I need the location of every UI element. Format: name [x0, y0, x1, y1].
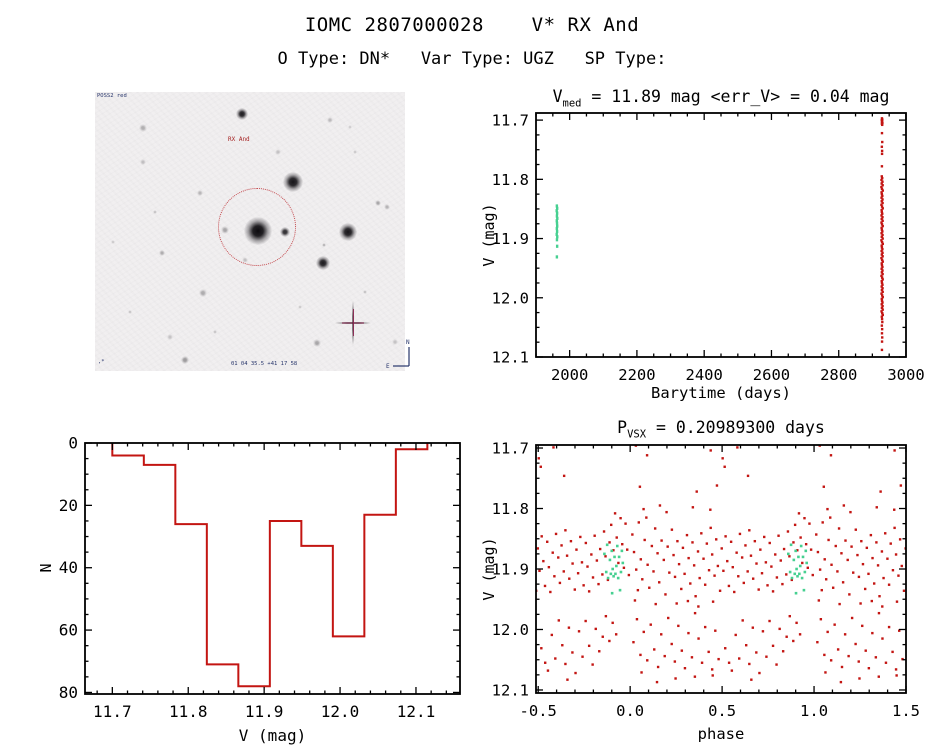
star: [362, 289, 368, 295]
timeseries-xtick-label: 2200: [618, 366, 655, 384]
star: [235, 107, 249, 121]
star: [167, 334, 173, 340]
histogram-ytick-label: 20: [59, 496, 78, 515]
compass-east-label: E: [386, 363, 390, 370]
timeseries-ytick-label: 12.1: [492, 349, 529, 367]
survey-label: POSS2 red: [97, 93, 127, 99]
timeseries-xtick-label: 2600: [753, 366, 790, 384]
timeseries-ytick-label: 12.0: [492, 289, 529, 307]
star: [282, 171, 304, 193]
coords-label: 01 04 35.5 +41 17 58: [231, 361, 298, 367]
star: [374, 199, 382, 207]
target-cross-marker-vertical: [352, 309, 355, 336]
phase-xtick-label: 1.0: [800, 702, 828, 720]
phase-title: PVSX = 0.20989300 days: [471, 418, 944, 440]
timeseries-xlabel: Barytime (days): [651, 384, 791, 402]
histogram-xlabel: V (mag): [238, 726, 307, 745]
timeseries-title-pre: V: [552, 87, 563, 106]
timeseries-ytick-label: 11.9: [492, 230, 529, 248]
timeseries-ytick-label: 11.8: [492, 171, 529, 189]
histogram-ytick-label: 60: [59, 621, 78, 640]
timeseries-title: Vmed = 11.89 mag <err_V> = 0.04 mag: [471, 87, 944, 109]
star: [196, 189, 204, 197]
histogram-xtick-label: 11.7: [93, 702, 132, 721]
timeseries-xtick-label: 2800: [820, 366, 857, 384]
phase-title-sub: VSX: [627, 428, 647, 441]
page-subtitle: O Type: DN* Var Type: UGZ SP Type:: [277, 49, 667, 69]
phase-xtick-label: 1.5: [892, 702, 920, 720]
phase-ytick-label: 11.9: [492, 561, 529, 579]
star: [297, 304, 303, 310]
phase-ytick-label: 12.1: [492, 681, 529, 699]
target-circle-marker: [218, 188, 296, 266]
phase-ytick-label: 11.8: [492, 500, 529, 518]
histogram-xtick-label: 11.9: [245, 702, 284, 721]
phase-xlabel: phase: [697, 725, 745, 743]
histogram-xtick-label: 11.8: [169, 702, 208, 721]
star: [392, 339, 398, 345]
timeseries-xtick-label: 3000: [887, 366, 924, 384]
histogram-ytick-label: 0: [68, 434, 78, 453]
phase-title-rest: = 0.20989300 days: [646, 418, 825, 437]
phase-xtick-label: -0.5: [520, 702, 557, 720]
series-folded-measurements: [536, 445, 906, 684]
star: [127, 309, 133, 315]
timeseries-title-sub: med: [562, 97, 582, 110]
star: [352, 149, 358, 155]
phase-ytick-label: 11.7: [492, 440, 529, 458]
histogram-xtick-label: 12.1: [397, 702, 436, 721]
corner-label: ,*: [98, 359, 105, 365]
target-label: RX And: [228, 136, 250, 143]
phase-ytick-label: 12.0: [492, 621, 529, 639]
star: [347, 124, 353, 130]
star: [158, 249, 166, 257]
histogram-ytick-label: 80: [59, 683, 78, 702]
compass-north-label: N: [406, 339, 410, 346]
phase-chart: -0.5 0.0 0.5 1.0 1.5 11.7 11.8 11.9 12.0 12.1: [492, 440, 920, 720]
timeseries-ytick-label: 11.7: [492, 112, 529, 130]
timeseries-title-rest: = 11.89 mag <err_V> = 0.04 mag: [581, 87, 890, 106]
series-highlighted-interval: [555, 204, 559, 259]
star: [316, 256, 330, 270]
star: [212, 329, 218, 335]
histogram-chart: 11.7 11.8 11.9 12.0 12.1 0 20 40 60 80: [59, 434, 461, 721]
star: [152, 209, 158, 215]
series-omc-measurements: [880, 117, 884, 352]
star: [274, 148, 282, 156]
phase-title-pre: P: [617, 418, 628, 437]
compass-indicator: N E: [386, 339, 410, 370]
page-title: IOMC 2807000028 V* RX And: [304, 14, 640, 36]
star: [139, 124, 147, 132]
star: [110, 239, 116, 245]
phase-xtick-label: 0.5: [708, 702, 736, 720]
histogram-outline: [111, 443, 429, 688]
star: [180, 355, 190, 365]
star: [383, 203, 391, 211]
histogram-xtick-label: 12.0: [321, 702, 360, 721]
phase-xtick-label: 0.0: [616, 702, 644, 720]
timeseries-chart: 2000 2200 2400 2600 2800 3000 11.7 11.8 11.9 12.0…: [492, 112, 925, 384]
star: [339, 223, 357, 241]
finder-chart-image: POSS2 red RX And 01 04 35.5 +41 17 58 ,*: [95, 92, 405, 371]
timeseries-xtick-label: 2000: [551, 366, 588, 384]
histogram-ytick-label: 40: [59, 558, 78, 577]
star: [321, 242, 327, 248]
star: [313, 339, 321, 347]
star: [326, 116, 334, 124]
series-folded-highlighted: [603, 543, 808, 595]
timeseries-xtick-label: 2400: [686, 366, 723, 384]
target-cross-marker-horizontal: [342, 322, 364, 324]
star: [139, 158, 147, 166]
star: [199, 289, 207, 297]
